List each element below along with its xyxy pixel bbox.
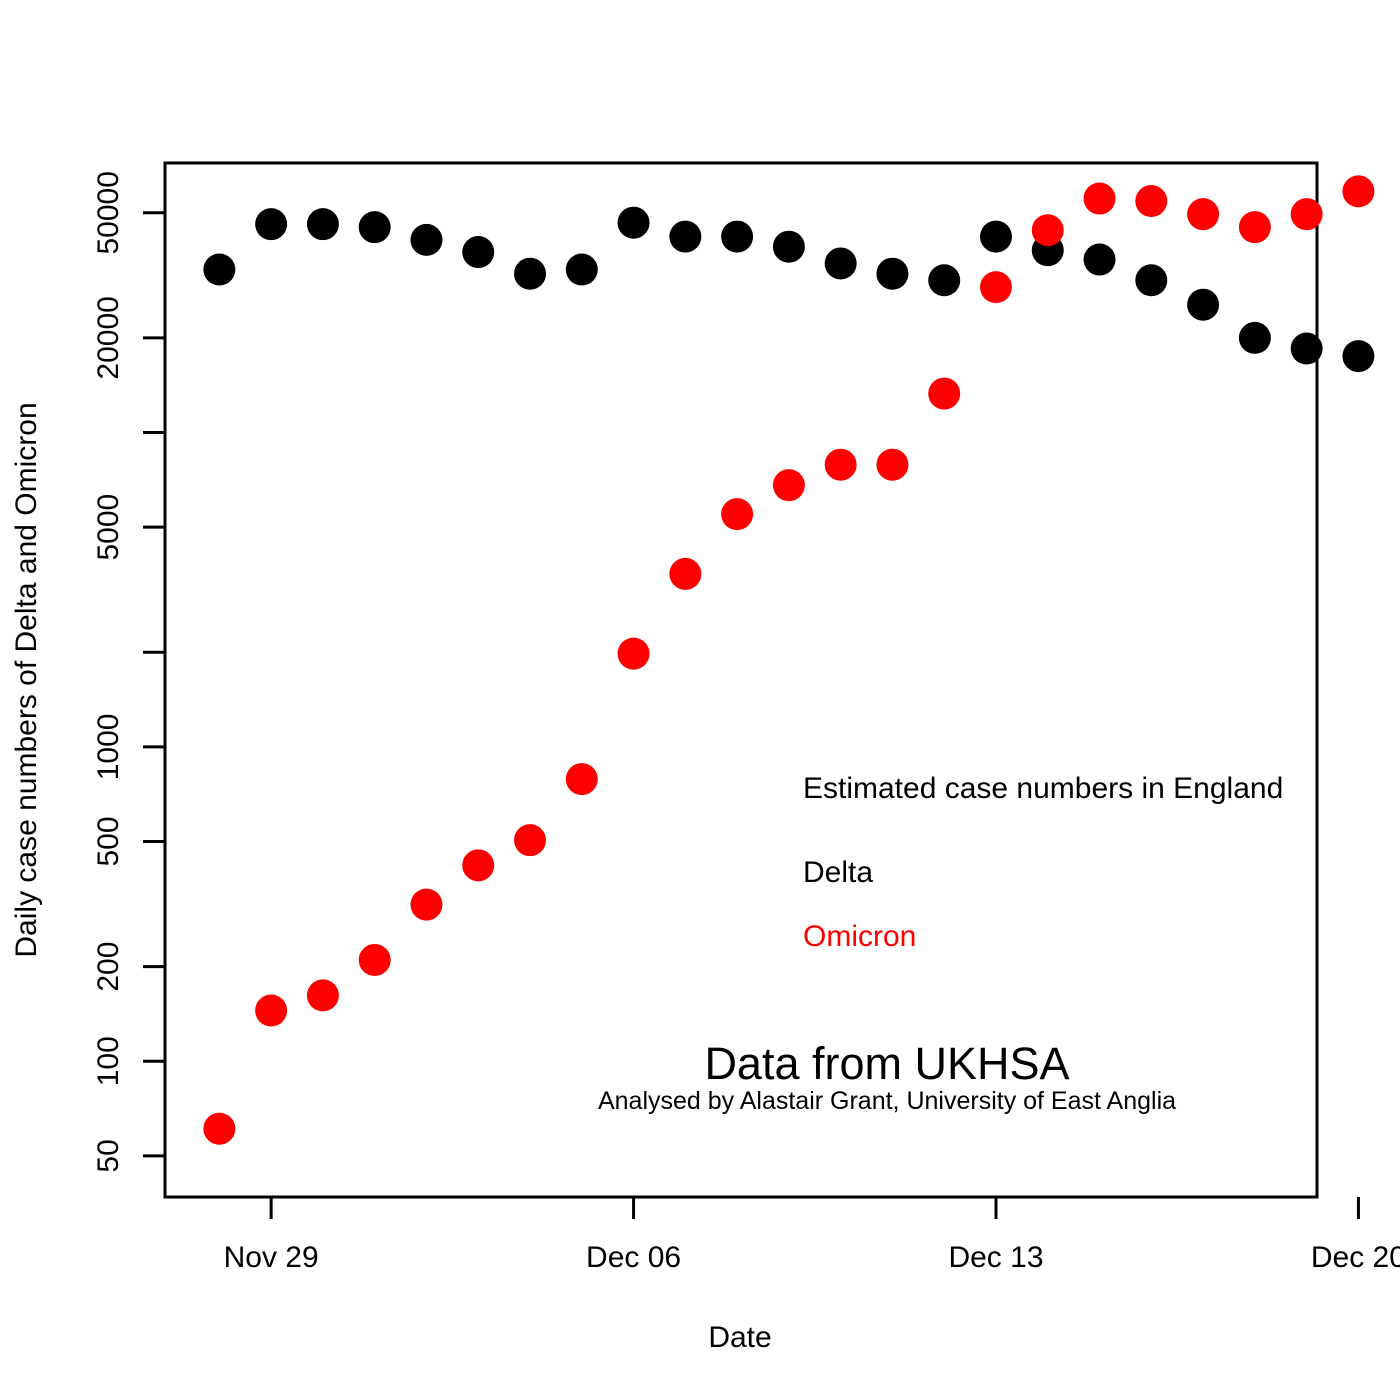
point-omicron [772,469,805,502]
point-omicron [876,448,909,481]
point-omicron [1238,211,1271,244]
point-omicron [565,763,598,796]
x-tick-label: Nov 29 [224,1241,319,1274]
point-omicron [462,849,495,882]
y-tick-label: 20000 [92,296,125,379]
legend-title: Estimated case numbers in England [803,772,1283,805]
point-delta [462,236,495,269]
point-omicron [514,824,547,857]
point-omicron [410,888,443,921]
point-delta [1238,321,1271,354]
point-omicron [979,271,1012,304]
point-delta [565,253,598,286]
y-axis-title: Daily case numbers of Delta and Omicron [10,402,43,957]
point-delta [1290,332,1323,365]
point-delta [1083,243,1116,276]
point-delta [721,220,754,253]
point-omicron [721,498,754,531]
x-axis: Nov 29 Dec 06 Dec 13 Dec 20 [224,1197,1400,1274]
y-tick-label: 5000 [92,494,125,561]
x-tick-label: Dec 20 [1311,1241,1400,1274]
point-delta [876,257,909,290]
point-delta [979,220,1012,253]
point-omicron [1290,198,1323,231]
point-delta [1135,264,1168,297]
point-omicron [928,377,961,410]
point-delta [669,220,702,253]
point-delta [1342,340,1375,373]
point-delta [306,208,339,241]
point-omicron [1187,198,1220,231]
point-delta [1187,288,1220,321]
legend-omicron: Omicron [803,920,916,953]
point-omicron [203,1112,236,1145]
point-delta [772,230,805,263]
y-tick-label: 50000 [92,171,125,254]
point-omicron [1135,185,1168,218]
data-points [203,175,1375,1145]
point-delta [617,206,650,239]
y-tick-label: 50 [92,1139,125,1172]
x-tick-label: Dec 06 [586,1241,681,1274]
plot-frame [163,161,1319,1199]
point-delta [824,247,857,280]
credit-label: Analysed by Alastair Grant, University o… [598,1087,1176,1115]
point-delta [928,264,961,297]
point-delta [514,257,547,290]
point-omicron [669,557,702,590]
point-omicron [306,979,339,1012]
point-omicron [1031,214,1064,247]
point-delta [255,208,288,241]
y-tick-label: 1000 [92,714,125,781]
point-omicron [1342,175,1375,208]
point-omicron [358,943,391,976]
point-omicron [1083,182,1116,215]
point-delta [358,211,391,244]
annotations: Estimated case numbers in England Delta … [598,772,1283,1115]
point-delta [410,223,443,256]
point-omicron [824,448,857,481]
x-axis-title: Date [708,1321,771,1354]
point-omicron [617,637,650,670]
legend-delta: Delta [803,856,873,889]
x-tick-label: Dec 13 [948,1241,1043,1274]
y-tick-label: 100 [92,1036,125,1086]
point-omicron [255,994,288,1027]
source-label: Data from UKHSA [704,1038,1069,1089]
point-delta [203,253,236,286]
y-axis: 50 100 200 500 1000 5000 20000 50000 [92,171,165,1173]
y-tick-label: 200 [92,942,125,992]
y-tick-label: 500 [92,816,125,866]
